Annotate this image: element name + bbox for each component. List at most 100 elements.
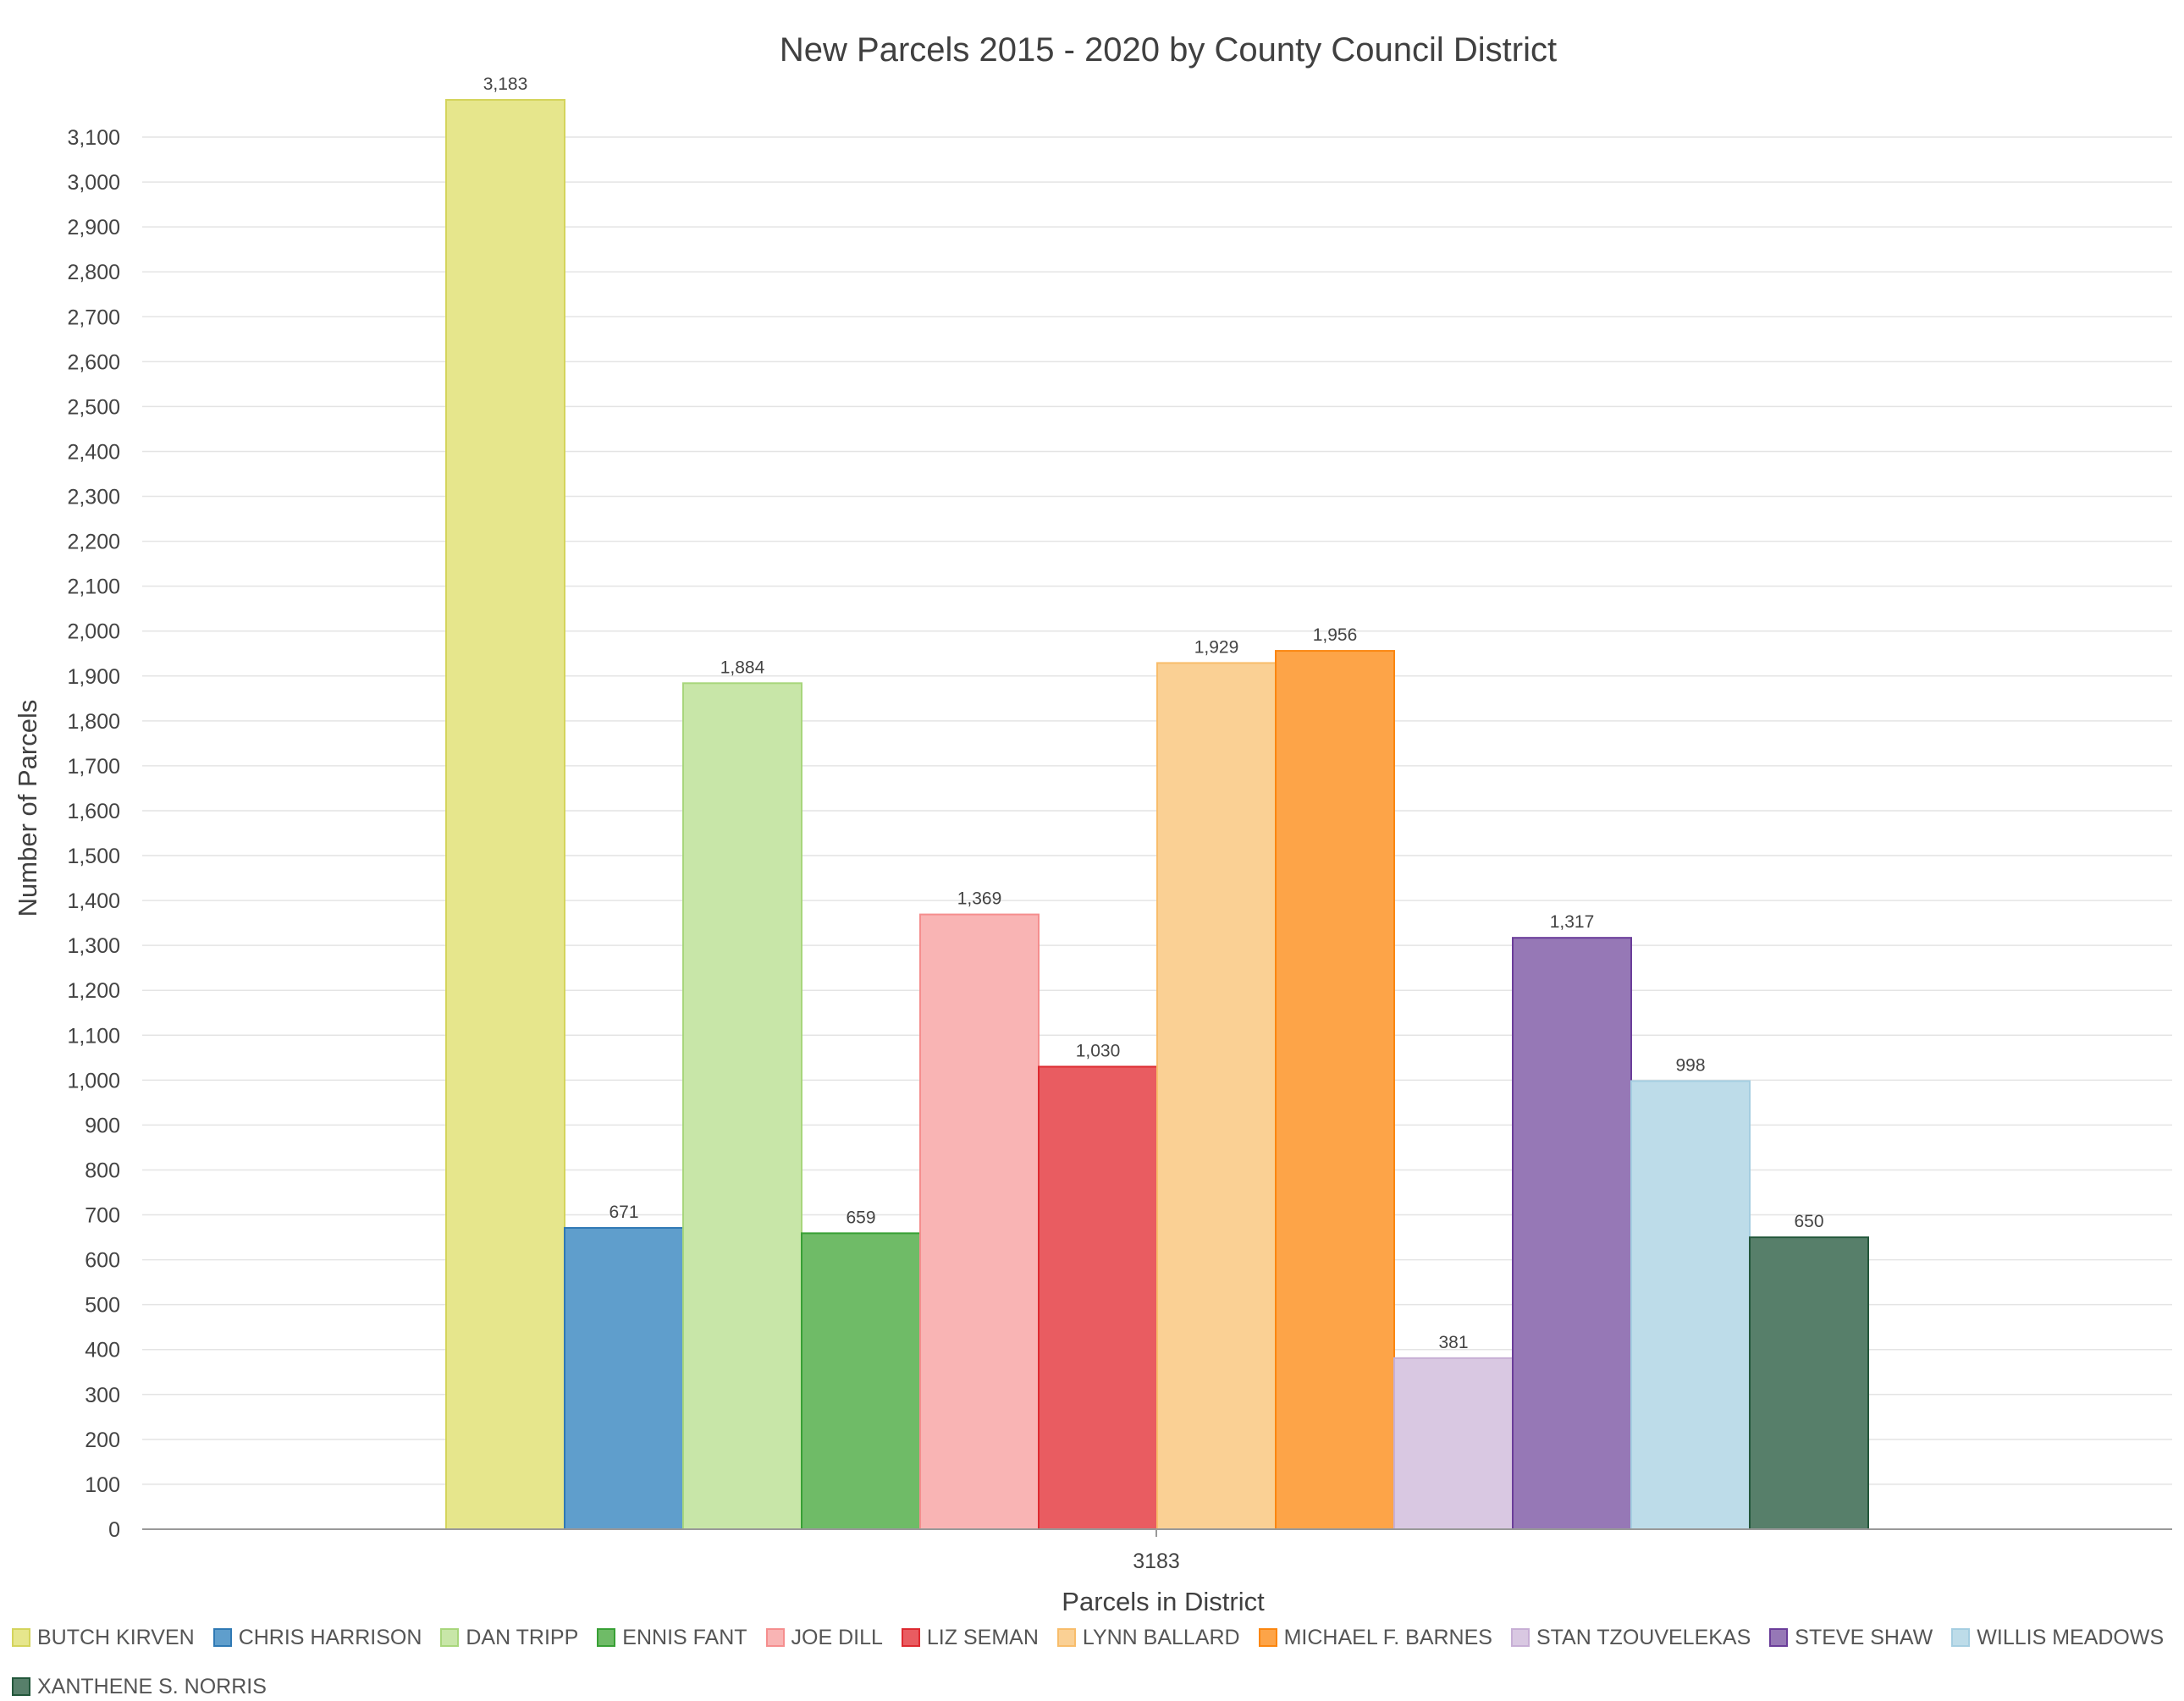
y-tick-label: 3,000 [67,171,120,195]
y-tick-label: 1,400 [67,889,120,913]
bar [1512,937,1632,1530]
chart-title: New Parcels 2015 - 2020 by County Counci… [780,31,1557,69]
y-tick-label: 2,500 [67,395,120,419]
legend-item[interactable]: STEVE SHAW [1769,1623,1933,1652]
legend-swatch [1510,1628,1530,1647]
y-axis-ticks: 0 100 200 300 400 500 600 700 800 900 1,000 1,100 1,… [67,126,120,1542]
legend-label: DAN TRIPP [466,1625,579,1649]
legend-label: STEVE SHAW [1795,1625,1933,1649]
x-axis-title: Parcels in District [1062,1587,1265,1616]
legend-swatch [1056,1628,1076,1647]
y-tick-label: 1,900 [67,665,120,689]
y-tick-label: 1,700 [67,755,120,779]
legend-item[interactable]: XANTHENE S. NORRIS [12,1672,267,1701]
legend-label: BUTCH KIRVEN [37,1625,195,1649]
bar [1038,1065,1158,1530]
bars [445,99,1869,1531]
data-label: 671 [609,1203,638,1222]
data-label: 1,956 [1313,625,1358,645]
y-tick-label: 2,100 [67,575,120,599]
x-category-label: 3183 [1133,1550,1180,1573]
y-tick-label: 400 [85,1339,120,1362]
y-tick-label: 900 [85,1114,120,1137]
bar [1275,650,1395,1530]
y-tick-label: 1,600 [67,800,120,823]
y-tick-label: 2,200 [67,531,120,554]
y-tick-label: 1,200 [67,979,120,1003]
legend-swatch [765,1628,785,1647]
legend-swatch [212,1628,232,1647]
legend-item[interactable]: ENNIS FANT [597,1623,747,1652]
data-label: 3,183 [483,74,528,94]
data-label: 1,929 [1194,637,1239,657]
y-tick-label: 2,300 [67,486,120,509]
bar [1630,1080,1751,1530]
y-tick-label: 300 [85,1384,120,1407]
y-tick-label: 2,000 [67,620,120,644]
legend-item[interactable]: LIZ SEMAN [901,1623,1039,1652]
bar [1156,662,1277,1530]
legend-item[interactable]: STAN TZOUVELEKAS [1510,1623,1751,1652]
y-tick-label: 1,000 [67,1069,120,1093]
y-tick-label: 200 [85,1429,120,1452]
legend: BUTCH KIRVEN CHRIS HARRISON DAN TRIPP ENNIS… [12,1623,2179,1701]
data-labels: 3,183 671 1,884 659 1,369 1,030 1,929 1,956 381 1… [483,74,1824,1352]
data-label: 1,369 [957,889,1002,909]
y-tick-label: 1,100 [67,1024,120,1048]
data-label: 998 [1675,1055,1705,1075]
y-tick-label: 1,500 [67,845,120,868]
legend-item[interactable]: JOE DILL [765,1623,883,1652]
y-tick-label: 1,800 [67,710,120,734]
y-tick-label: 2,800 [67,261,120,284]
y-tick-label: 2,900 [67,216,120,239]
y-tick-label: 1,300 [67,934,120,958]
legend-item[interactable]: MICHAEL F. BARNES [1258,1623,1492,1652]
y-tick-label: 2,400 [67,440,120,464]
y-tick-label: 3,100 [67,126,120,150]
data-label: 1,884 [720,658,765,677]
data-label: 381 [1438,1333,1468,1352]
legend-label: CHRIS HARRISON [238,1625,422,1649]
y-tick-label: 2,600 [67,350,120,374]
legend-label: ENNIS FANT [622,1625,747,1649]
legend-label: STAN TZOUVELEKAS [1536,1625,1751,1649]
y-tick-label: 700 [85,1204,120,1228]
legend-swatch [1951,1628,1971,1647]
bar [919,913,1040,1531]
legend-swatch [12,1677,30,1696]
legend-label: MICHAEL F. BARNES [1283,1625,1492,1649]
legend-swatch [1258,1628,1277,1647]
bar [1749,1236,1869,1530]
legend-item[interactable]: CHRIS HARRISON [212,1623,422,1652]
legend-item[interactable]: DAN TRIPP [440,1623,578,1652]
y-tick-label: 2,700 [67,306,120,329]
y-tick-label: 500 [85,1294,120,1318]
bar [801,1232,921,1530]
y-tick-label: 800 [85,1159,120,1182]
legend-swatch [901,1628,920,1647]
legend-item[interactable]: BUTCH KIRVEN [12,1623,195,1652]
data-label: 1,317 [1550,912,1595,932]
legend-label: XANTHENE S. NORRIS [37,1674,267,1698]
legend-label: JOE DILL [791,1625,883,1649]
legend-item[interactable]: WILLIS MEADOWS [1951,1623,2164,1652]
legend-swatch [440,1628,460,1647]
legend-swatch [597,1628,616,1647]
bar [682,682,802,1530]
legend-label: LYNN BALLARD [1082,1625,1240,1649]
y-tick-label: 600 [85,1249,120,1273]
legend-item[interactable]: LYNN BALLARD [1056,1623,1240,1652]
bar [564,1226,684,1530]
y-tick-label: 0 [108,1518,120,1542]
legend-swatch [12,1628,30,1647]
bar [1393,1357,1514,1530]
legend-label: LIZ SEMAN [926,1625,1039,1649]
y-axis-title: Number of Parcels [13,700,42,917]
data-label: 1,030 [1076,1041,1121,1060]
legend-label: WILLIS MEADOWS [1977,1625,2165,1649]
data-label: 650 [1794,1212,1823,1231]
bar [445,99,565,1530]
data-label: 659 [846,1208,875,1227]
legend-swatch [1769,1628,1789,1647]
